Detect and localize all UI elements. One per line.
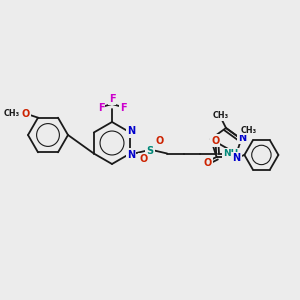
Text: N: N bbox=[232, 153, 241, 163]
Text: CH₃: CH₃ bbox=[240, 126, 256, 135]
Text: F: F bbox=[98, 103, 104, 113]
Text: F: F bbox=[109, 94, 115, 104]
Text: S: S bbox=[147, 146, 154, 155]
Text: F: F bbox=[120, 103, 126, 113]
Text: O: O bbox=[155, 136, 163, 146]
Text: N: N bbox=[238, 133, 246, 143]
Text: O: O bbox=[203, 158, 212, 168]
Text: O: O bbox=[211, 136, 219, 146]
Text: NH: NH bbox=[224, 149, 239, 158]
Text: CH₃: CH₃ bbox=[4, 109, 20, 118]
Text: O: O bbox=[139, 154, 147, 164]
Text: N: N bbox=[127, 127, 135, 136]
Text: N: N bbox=[127, 149, 135, 160]
Text: CH₃: CH₃ bbox=[213, 112, 229, 121]
Text: O: O bbox=[22, 109, 30, 119]
